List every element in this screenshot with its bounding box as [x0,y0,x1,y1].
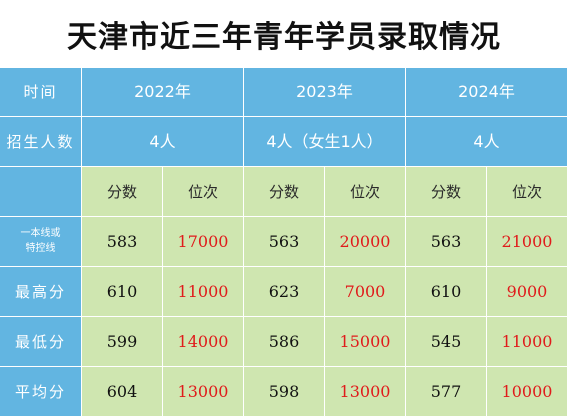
enrollment-2022: 4人 [82,117,244,167]
table-cell: 610 [406,267,487,317]
row-label-highest: 最高分 [0,267,82,317]
table-cell: 15000 [325,317,406,367]
row-label-average: 平均分 [0,367,82,417]
table-cell: 577 [406,367,487,417]
enrollment-2024: 4人 [406,117,568,167]
rank-header-2022: 位次 [163,167,244,217]
table-cell: 545 [406,317,487,367]
table-cell: 586 [244,317,325,367]
row-label-baseline: 一本线或 特控线 [0,217,82,267]
row-label-baseline-line1: 一本线或 [20,228,61,239]
table-cell: 13000 [325,367,406,417]
table-cell: 9000 [487,267,568,317]
score-header-2024: 分数 [406,167,487,217]
admission-table: 时间 2022年 2023年 2024年 招生人数 4人 4人（女生1人） 4人… [0,68,568,417]
table-cell: 7000 [325,267,406,317]
score-header-2022: 分数 [82,167,163,217]
table-cell: 13000 [163,367,244,417]
year-2022: 2022年 [82,68,244,117]
table-cell: 21000 [487,217,568,267]
time-label: 时间 [0,68,82,117]
table-cell: 598 [244,367,325,417]
table-cell: 10000 [487,367,568,417]
table-cell: 14000 [163,317,244,367]
table-cell: 20000 [325,217,406,267]
year-2024: 2024年 [406,68,568,117]
row-label-baseline-line2: 特控线 [25,242,56,254]
enrollment-label: 招生人数 [0,117,82,167]
table-cell: 604 [82,367,163,417]
table-cell: 610 [82,267,163,317]
table-cell: 563 [244,217,325,267]
page-title: 天津市近三年青年学员录取情况 [0,0,568,68]
table-cell: 563 [406,217,487,267]
table-cell: 17000 [163,217,244,267]
row-label-lowest: 最低分 [0,317,82,367]
rank-header-2024: 位次 [487,167,568,217]
table-cell: 11000 [487,317,568,367]
year-2023: 2023年 [244,68,406,117]
table-cell: 583 [82,217,163,267]
table-cell: 11000 [163,267,244,317]
rank-header-2023: 位次 [325,167,406,217]
enrollment-2023: 4人（女生1人） [244,117,406,167]
table-cell: 623 [244,267,325,317]
corner-cell [0,167,82,217]
score-header-2023: 分数 [244,167,325,217]
table-cell: 599 [82,317,163,367]
